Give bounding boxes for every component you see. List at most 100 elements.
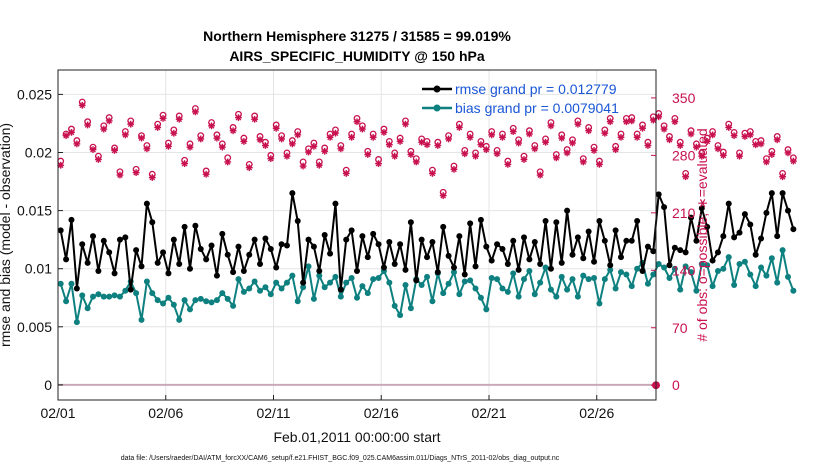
- obs-evaluated-marker: [62, 132, 70, 140]
- rmse-point: [95, 268, 102, 275]
- bias-point: [68, 280, 75, 287]
- obs-evaluated-marker: [633, 133, 641, 141]
- rmse-point: [208, 242, 215, 249]
- asterisk-stroke: [214, 135, 220, 142]
- rmse-point: [240, 268, 247, 275]
- bias-point: [203, 298, 210, 305]
- obs-evaluated-marker: [736, 152, 743, 160]
- rmse-point: [510, 237, 517, 244]
- obs-evaluated-marker: [606, 118, 614, 126]
- obs-evaluated-marker: [165, 142, 172, 150]
- bias-point: [671, 265, 678, 272]
- obs-evaluated-marker: [332, 129, 339, 137]
- rmse-point: [386, 238, 393, 245]
- y-right-tick-label: 70: [672, 320, 688, 336]
- rmse-point: [693, 237, 700, 244]
- bias-point: [736, 261, 743, 268]
- rmse-point: [257, 261, 264, 268]
- obs-evaluated-marker: [547, 122, 555, 130]
- rmse-point: [84, 259, 91, 266]
- asterisk-stroke: [300, 163, 307, 169]
- asterisk-stroke: [278, 136, 285, 142]
- bias-point: [504, 288, 511, 295]
- bias-point: [564, 286, 571, 293]
- obs-evaluated-marker: [159, 115, 167, 122]
- bias-point: [698, 261, 705, 268]
- asterisk-stroke: [424, 141, 430, 148]
- obs-evaluated-marker: [639, 124, 646, 132]
- bias-point: [122, 287, 129, 294]
- asterisk-stroke: [768, 151, 775, 158]
- obs-evaluated-marker: [752, 141, 760, 149]
- obs-evaluated-marker: [719, 151, 727, 159]
- asterisk-stroke: [154, 124, 161, 131]
- bias-point: [784, 273, 791, 280]
- rmse-point: [612, 227, 619, 234]
- obs-evaluated-marker: [698, 152, 706, 160]
- asterisk-stroke: [553, 154, 560, 161]
- rmse-point: [440, 223, 447, 230]
- rmse-point: [494, 241, 501, 248]
- chart-title-line2: AIRS_SPECIFIC_HUMIDITY @ 150 hPa: [229, 48, 485, 64]
- x-axis-ticks: 02/01 02/06 02/11 02/16 02/21 02/26: [40, 395, 614, 421]
- rmse-point: [477, 216, 484, 223]
- x-tick-label: 02/11: [256, 405, 290, 421]
- rmse-point: [203, 256, 210, 263]
- bias-point: [644, 280, 651, 287]
- bias-point: [628, 283, 635, 290]
- obs-evaluated-marker: [725, 124, 733, 131]
- bias-point: [553, 293, 560, 300]
- obs-evaluated-marker: [191, 108, 199, 116]
- bias-point: [585, 276, 592, 283]
- obs-evaluated-marker: [461, 150, 469, 158]
- rmse-point: [661, 204, 668, 211]
- bias-point: [768, 255, 775, 262]
- asterisk-stroke: [542, 139, 549, 146]
- x-axis-label: Feb.01,2011 00:00:00 start: [273, 429, 440, 445]
- asterisk-stroke: [628, 118, 635, 124]
- obs-evaluated-marker: [391, 152, 399, 160]
- rmse-point: [57, 227, 64, 234]
- obs-evaluated-marker: [644, 142, 652, 149]
- obs-evaluated-marker: [622, 118, 630, 126]
- rmse-point: [741, 211, 748, 218]
- rmse-point: [235, 243, 242, 250]
- obs-evaluated-marker: [121, 131, 129, 139]
- asterisk-stroke: [348, 134, 355, 141]
- asterisk-stroke: [397, 138, 403, 145]
- asterisk-stroke: [601, 130, 608, 137]
- asterisk-stroke: [251, 116, 258, 123]
- asterisk-stroke: [655, 113, 662, 120]
- asterisk-stroke: [138, 135, 145, 142]
- rmse-point: [111, 270, 118, 277]
- rmse-point: [472, 263, 479, 270]
- y-right-tick-label: 280: [672, 147, 696, 163]
- rmse-point: [688, 214, 695, 221]
- obs-evaluated-marker: [525, 130, 533, 138]
- obs-evaluated-marker: [267, 155, 275, 163]
- obs-evaluated-marker: [84, 121, 92, 129]
- bias-point: [343, 279, 350, 286]
- rmse-point: [262, 235, 269, 242]
- asterisk-stroke: [698, 153, 705, 160]
- obs-evaluated-marker: [703, 138, 711, 145]
- rmse-point: [186, 265, 193, 272]
- bias-point: [160, 300, 167, 307]
- bias-point: [494, 276, 501, 283]
- bias-point: [386, 279, 393, 286]
- bias-point: [235, 276, 242, 283]
- obs-evaluated-marker: [429, 170, 436, 177]
- obs-evaluated-marker: [116, 171, 124, 179]
- obs-evaluated-marker: [353, 118, 361, 126]
- rmse-point: [407, 219, 414, 226]
- rmse-point: [725, 200, 732, 207]
- bias-point: [138, 316, 145, 323]
- obs-evaluated-marker: [272, 124, 280, 132]
- asterisk-stroke: [752, 141, 759, 148]
- rmse-point: [714, 249, 721, 256]
- obs-evaluated-marker: [127, 120, 135, 128]
- rmse-point: [763, 209, 770, 216]
- bias-point: [574, 293, 581, 300]
- bias-point: [192, 297, 199, 304]
